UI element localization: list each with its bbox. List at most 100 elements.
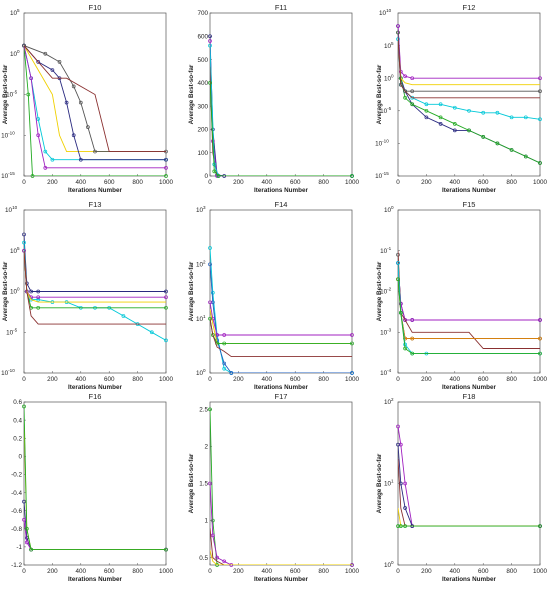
x-tick-label: 0 xyxy=(208,376,212,383)
x-tick-label: 200 xyxy=(47,568,58,575)
x-tick-label: 0 xyxy=(22,179,26,186)
x-tick-label: 800 xyxy=(318,179,329,186)
x-tick-label: 200 xyxy=(233,568,244,575)
subplot-f12: F12 0 200 400 600 800 1000 10-15 10-10 10-5 100 105… xyxy=(375,3,547,194)
data-point xyxy=(71,133,76,138)
data-point xyxy=(523,115,528,120)
subplot-f17: F17 0 200 400 600 800 1000 0.5 1 1.5 2 2.5 Iteration… xyxy=(188,392,359,583)
x-tick-label: 400 xyxy=(262,568,273,575)
subplot-title: F14 xyxy=(275,200,288,209)
data-point xyxy=(509,115,514,120)
data-point xyxy=(538,524,542,528)
subplot-title: F15 xyxy=(463,200,476,209)
x-tick-label: 200 xyxy=(421,376,432,383)
plot-area xyxy=(209,209,353,374)
data-point xyxy=(164,547,168,552)
series-line xyxy=(24,45,166,153)
x-tick-label: 800 xyxy=(506,376,517,383)
data-point xyxy=(43,149,48,154)
x-tick-label: 400 xyxy=(76,376,87,383)
data-point xyxy=(210,518,215,523)
data-point xyxy=(222,366,227,371)
data-point xyxy=(149,330,154,335)
data-point xyxy=(29,289,33,294)
data-point xyxy=(121,314,126,318)
y-tick-label: 10-10 xyxy=(1,130,15,139)
data-point xyxy=(26,92,31,97)
series-line xyxy=(210,527,352,565)
series-line xyxy=(210,82,352,176)
data-point xyxy=(467,108,471,113)
data-point xyxy=(410,318,415,322)
plot-area xyxy=(209,401,353,566)
data-point xyxy=(396,424,400,429)
data-point xyxy=(467,128,471,133)
x-tick-label: 0 xyxy=(208,568,212,575)
data-point xyxy=(396,24,400,28)
data-point xyxy=(424,115,429,120)
data-point xyxy=(22,240,26,245)
x-tick-label: 1000 xyxy=(159,568,174,575)
data-point xyxy=(222,341,227,346)
y-axis-label: Average Best-so-far xyxy=(188,64,195,124)
plot-area xyxy=(397,209,541,374)
x-tick-label: 600 xyxy=(104,179,115,186)
y-axis-label: Average Best-so-far xyxy=(376,261,383,321)
y-tick-label: 700 xyxy=(197,10,208,17)
data-point xyxy=(78,157,83,162)
y-tick-label: 400 xyxy=(197,80,208,87)
x-tick-label: 200 xyxy=(421,568,432,575)
data-point xyxy=(398,524,403,528)
x-tick-label: 800 xyxy=(132,376,143,383)
x-tick-label: 400 xyxy=(450,376,461,383)
x-axis-label: Iterations Number xyxy=(442,576,496,583)
y-tick-label: 10-5 xyxy=(380,106,392,115)
x-tick-label: 800 xyxy=(318,568,329,575)
x-tick-label: 200 xyxy=(233,179,244,186)
y-tick-label: 100 xyxy=(10,49,20,58)
data-point xyxy=(424,108,429,113)
data-point xyxy=(50,68,55,72)
data-point xyxy=(452,105,457,110)
y-tick-label: 100 xyxy=(384,73,394,82)
y-tick-label: 100 xyxy=(197,150,208,157)
data-point xyxy=(208,407,212,412)
x-axis-label: Iterations Number xyxy=(442,384,496,391)
data-point xyxy=(403,89,407,94)
data-point xyxy=(208,81,212,85)
data-point xyxy=(36,133,41,138)
series-line xyxy=(210,550,352,565)
y-tick-label: 100 xyxy=(384,205,394,214)
y-tick-label: 0 xyxy=(204,173,208,180)
y-tick-label: 10-10 xyxy=(375,139,389,148)
y-tick-label: -0.4 xyxy=(11,490,22,497)
y-tick-label: 1010 xyxy=(379,8,392,17)
x-tick-label: 400 xyxy=(262,179,273,186)
data-point xyxy=(481,135,486,139)
data-point xyxy=(350,371,354,375)
data-point xyxy=(350,333,354,337)
data-point xyxy=(71,84,76,89)
data-point xyxy=(164,295,168,300)
x-tick-label: 0 xyxy=(22,568,26,575)
data-point xyxy=(229,371,234,375)
x-tick-label: 200 xyxy=(47,376,58,383)
data-point xyxy=(29,547,33,552)
data-point xyxy=(403,74,407,79)
data-point xyxy=(208,481,212,486)
x-axis-label: Iterations Number xyxy=(442,187,496,194)
y-tick-label: -0.8 xyxy=(11,526,22,533)
data-point xyxy=(403,318,407,322)
data-point xyxy=(538,161,542,165)
data-point xyxy=(403,506,407,510)
y-tick-label: 10-4 xyxy=(380,368,392,377)
subplot-f10: F10 0 200 400 600 800 1000 10-15 10-10 10-5 100 105… xyxy=(1,3,173,194)
data-point xyxy=(29,76,33,81)
subplot-title: F17 xyxy=(275,392,288,401)
data-point xyxy=(210,533,215,538)
data-point xyxy=(538,89,542,94)
x-tick-label: 400 xyxy=(450,568,461,575)
y-tick-label: 100 xyxy=(10,287,20,296)
data-point xyxy=(222,333,227,337)
